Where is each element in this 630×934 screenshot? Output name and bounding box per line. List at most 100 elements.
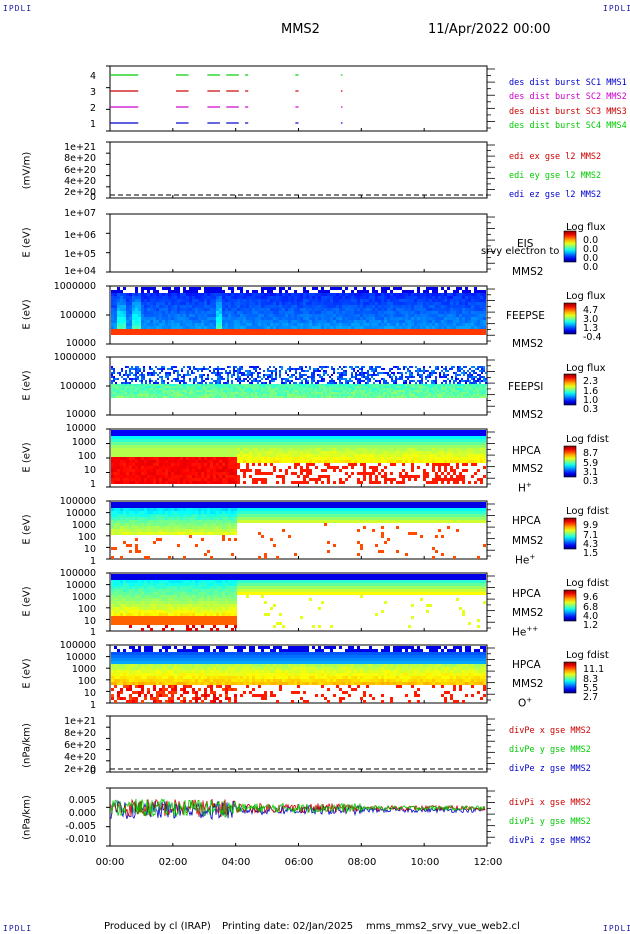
cb-o-0: 11.1 (583, 664, 605, 675)
cb-he-0: 9.9 (583, 520, 599, 531)
cb-title-h: Log fdist (566, 434, 609, 445)
cb-title-he: Log fdist (566, 506, 609, 517)
spectrogram-feepsi (111, 366, 487, 398)
spectrogram-feepse (111, 287, 486, 335)
cb-feepsi-1: 1.6 (583, 386, 599, 397)
legend-divpi-y: divPi y gse MMS2 (509, 817, 591, 827)
cb-feepse-2: 1.3 (583, 323, 599, 334)
tick-edi-1: 8e+20 (64, 153, 96, 164)
ylabel-divpi: (nPa/km) (21, 795, 33, 840)
ylabel-eis: E (eV) (21, 227, 33, 258)
panel-frame-2 (109, 213, 488, 273)
tick-he2-0: 100000 (59, 568, 96, 579)
tick-o-4: 10 (83, 688, 96, 699)
inst-hpca-he2: HPCA (512, 588, 541, 600)
tick-h-2: 100 (77, 451, 96, 462)
panel-frame-1 (109, 141, 488, 199)
legend-divpe-z: divPe z gse MMS2 (509, 764, 591, 774)
xtick-0: 00:00 (95, 857, 125, 868)
inst-eis: EIS (517, 238, 534, 250)
tick-divpe-0: 1e+21 (64, 716, 96, 727)
xtick-4: 08:00 (347, 857, 377, 868)
sc-hpca-he: MMS2 (512, 535, 544, 547)
species-h: H+ (518, 481, 532, 495)
cb-he2-2: 4.0 (583, 611, 599, 622)
footer-printing: Printing date: 02/Jan/2025 (222, 921, 354, 932)
tick-divpe-3: 4e+20 (64, 752, 96, 763)
tick-burst-3: 3 (89, 87, 96, 98)
spectrogram-hpca_he2 (111, 574, 486, 631)
inst-hpca-o: HPCA (512, 659, 541, 671)
colorbar-2 (563, 230, 577, 263)
tick-he2-2: 1000 (71, 592, 96, 603)
cb-title-he2: Log fdist (566, 578, 609, 589)
cb-h-2: 3.1 (583, 467, 599, 478)
tick-he-3: 100 (77, 532, 96, 543)
cb-eis-3: 0.0 (583, 262, 599, 273)
species-o: O+ (518, 696, 533, 710)
tick-he-1: 10000 (65, 508, 96, 519)
legend-burst-3: des dist burst SC3 MMS3 (509, 107, 627, 117)
cb-title-feepse: Log flux (566, 291, 606, 302)
cb-feepse-3: -0.4 (583, 332, 602, 343)
tick-feepse-0: 1000000 (53, 281, 96, 292)
inst-eis-extra: srvy electron to (481, 246, 560, 257)
tick-edi-5: 0 (89, 192, 96, 203)
inst-feepse: FEEPSE (506, 310, 545, 322)
ylabel-divpe: (nPa/km) (21, 723, 33, 768)
cb-feepsi-0: 2.3 (583, 376, 599, 387)
cb-he-2: 4.3 (583, 539, 599, 550)
tick-divpe-1: 8e+20 (64, 728, 96, 739)
inst-hpca-h: HPCA (512, 445, 541, 457)
tick-divpi-0: 0.005 (68, 795, 96, 806)
tick-eis-0: 1e+07 (64, 208, 96, 219)
cb-feepse-1: 3.0 (583, 314, 599, 325)
cb-o-2: 5.5 (583, 683, 599, 694)
corner-logo-br: IPDLI (603, 924, 630, 933)
colorbar-8 (563, 661, 577, 694)
corner-logo-tl: IPDLI (3, 4, 33, 13)
sc-eis: MMS2 (512, 266, 544, 278)
legend-divpe-x: divPe x gse MMS2 (509, 726, 591, 736)
cb-eis-0: 0.0 (583, 235, 599, 246)
inst-hpca-he: HPCA (512, 515, 541, 527)
colorbar-5 (563, 445, 577, 478)
legend-burst-1: des dist burst SC1 MMS1 (509, 78, 627, 88)
cb-he-1: 7.1 (583, 530, 599, 541)
tick-o-3: 100 (77, 676, 96, 687)
tick-he2-5: 1 (89, 627, 96, 638)
xtick-5: 10:00 (410, 857, 440, 868)
species-he: He+ (515, 553, 536, 567)
tick-eis-1: 1e+06 (64, 230, 96, 241)
tick-he2-1: 10000 (65, 580, 96, 591)
panel-frame-9 (109, 715, 488, 773)
tick-edi-2: 6e+20 (64, 165, 96, 176)
tick-edi-3: 4e+20 (64, 176, 96, 187)
tick-he-2: 1000 (71, 520, 96, 531)
xtick-3: 06:00 (284, 857, 314, 868)
spectrogram-hpca_h (111, 430, 486, 484)
cb-title-o: Log fdist (566, 650, 609, 661)
tick-feepse-1: 100000 (59, 310, 96, 321)
species-he2: He++ (512, 625, 539, 639)
ylabel-o: E (eV) (21, 658, 33, 689)
legend-divpi-x: divPi x gse MMS2 (509, 798, 591, 808)
tick-eis-2: 1e+05 (64, 249, 96, 260)
ylabel-he2: E (eV) (21, 586, 33, 617)
sc-hpca-he2: MMS2 (512, 607, 544, 619)
colorbar-7 (563, 589, 577, 622)
tick-burst-2: 2 (89, 103, 96, 114)
tick-divpi-1: 0.000 (68, 808, 96, 819)
tick-he2-4: 10 (83, 616, 96, 627)
ylabel-feepse: E (eV) (21, 299, 33, 330)
cb-feepsi-3: 0.3 (583, 404, 599, 415)
colorbar-4 (563, 373, 577, 406)
tick-h-3: 10 (83, 465, 96, 476)
xtick-1: 02:00 (158, 857, 188, 868)
cb-feepse-0: 4.7 (583, 305, 599, 316)
colorbar-6 (563, 517, 577, 550)
date-title: 11/Apr/2022 00:00 (428, 22, 551, 37)
legend-edi-x: edi ex gse l2 MMS2 (509, 152, 602, 162)
tick-edi-4: 2e+20 (64, 187, 96, 198)
corner-logo-tr: IPDLI (603, 4, 630, 13)
